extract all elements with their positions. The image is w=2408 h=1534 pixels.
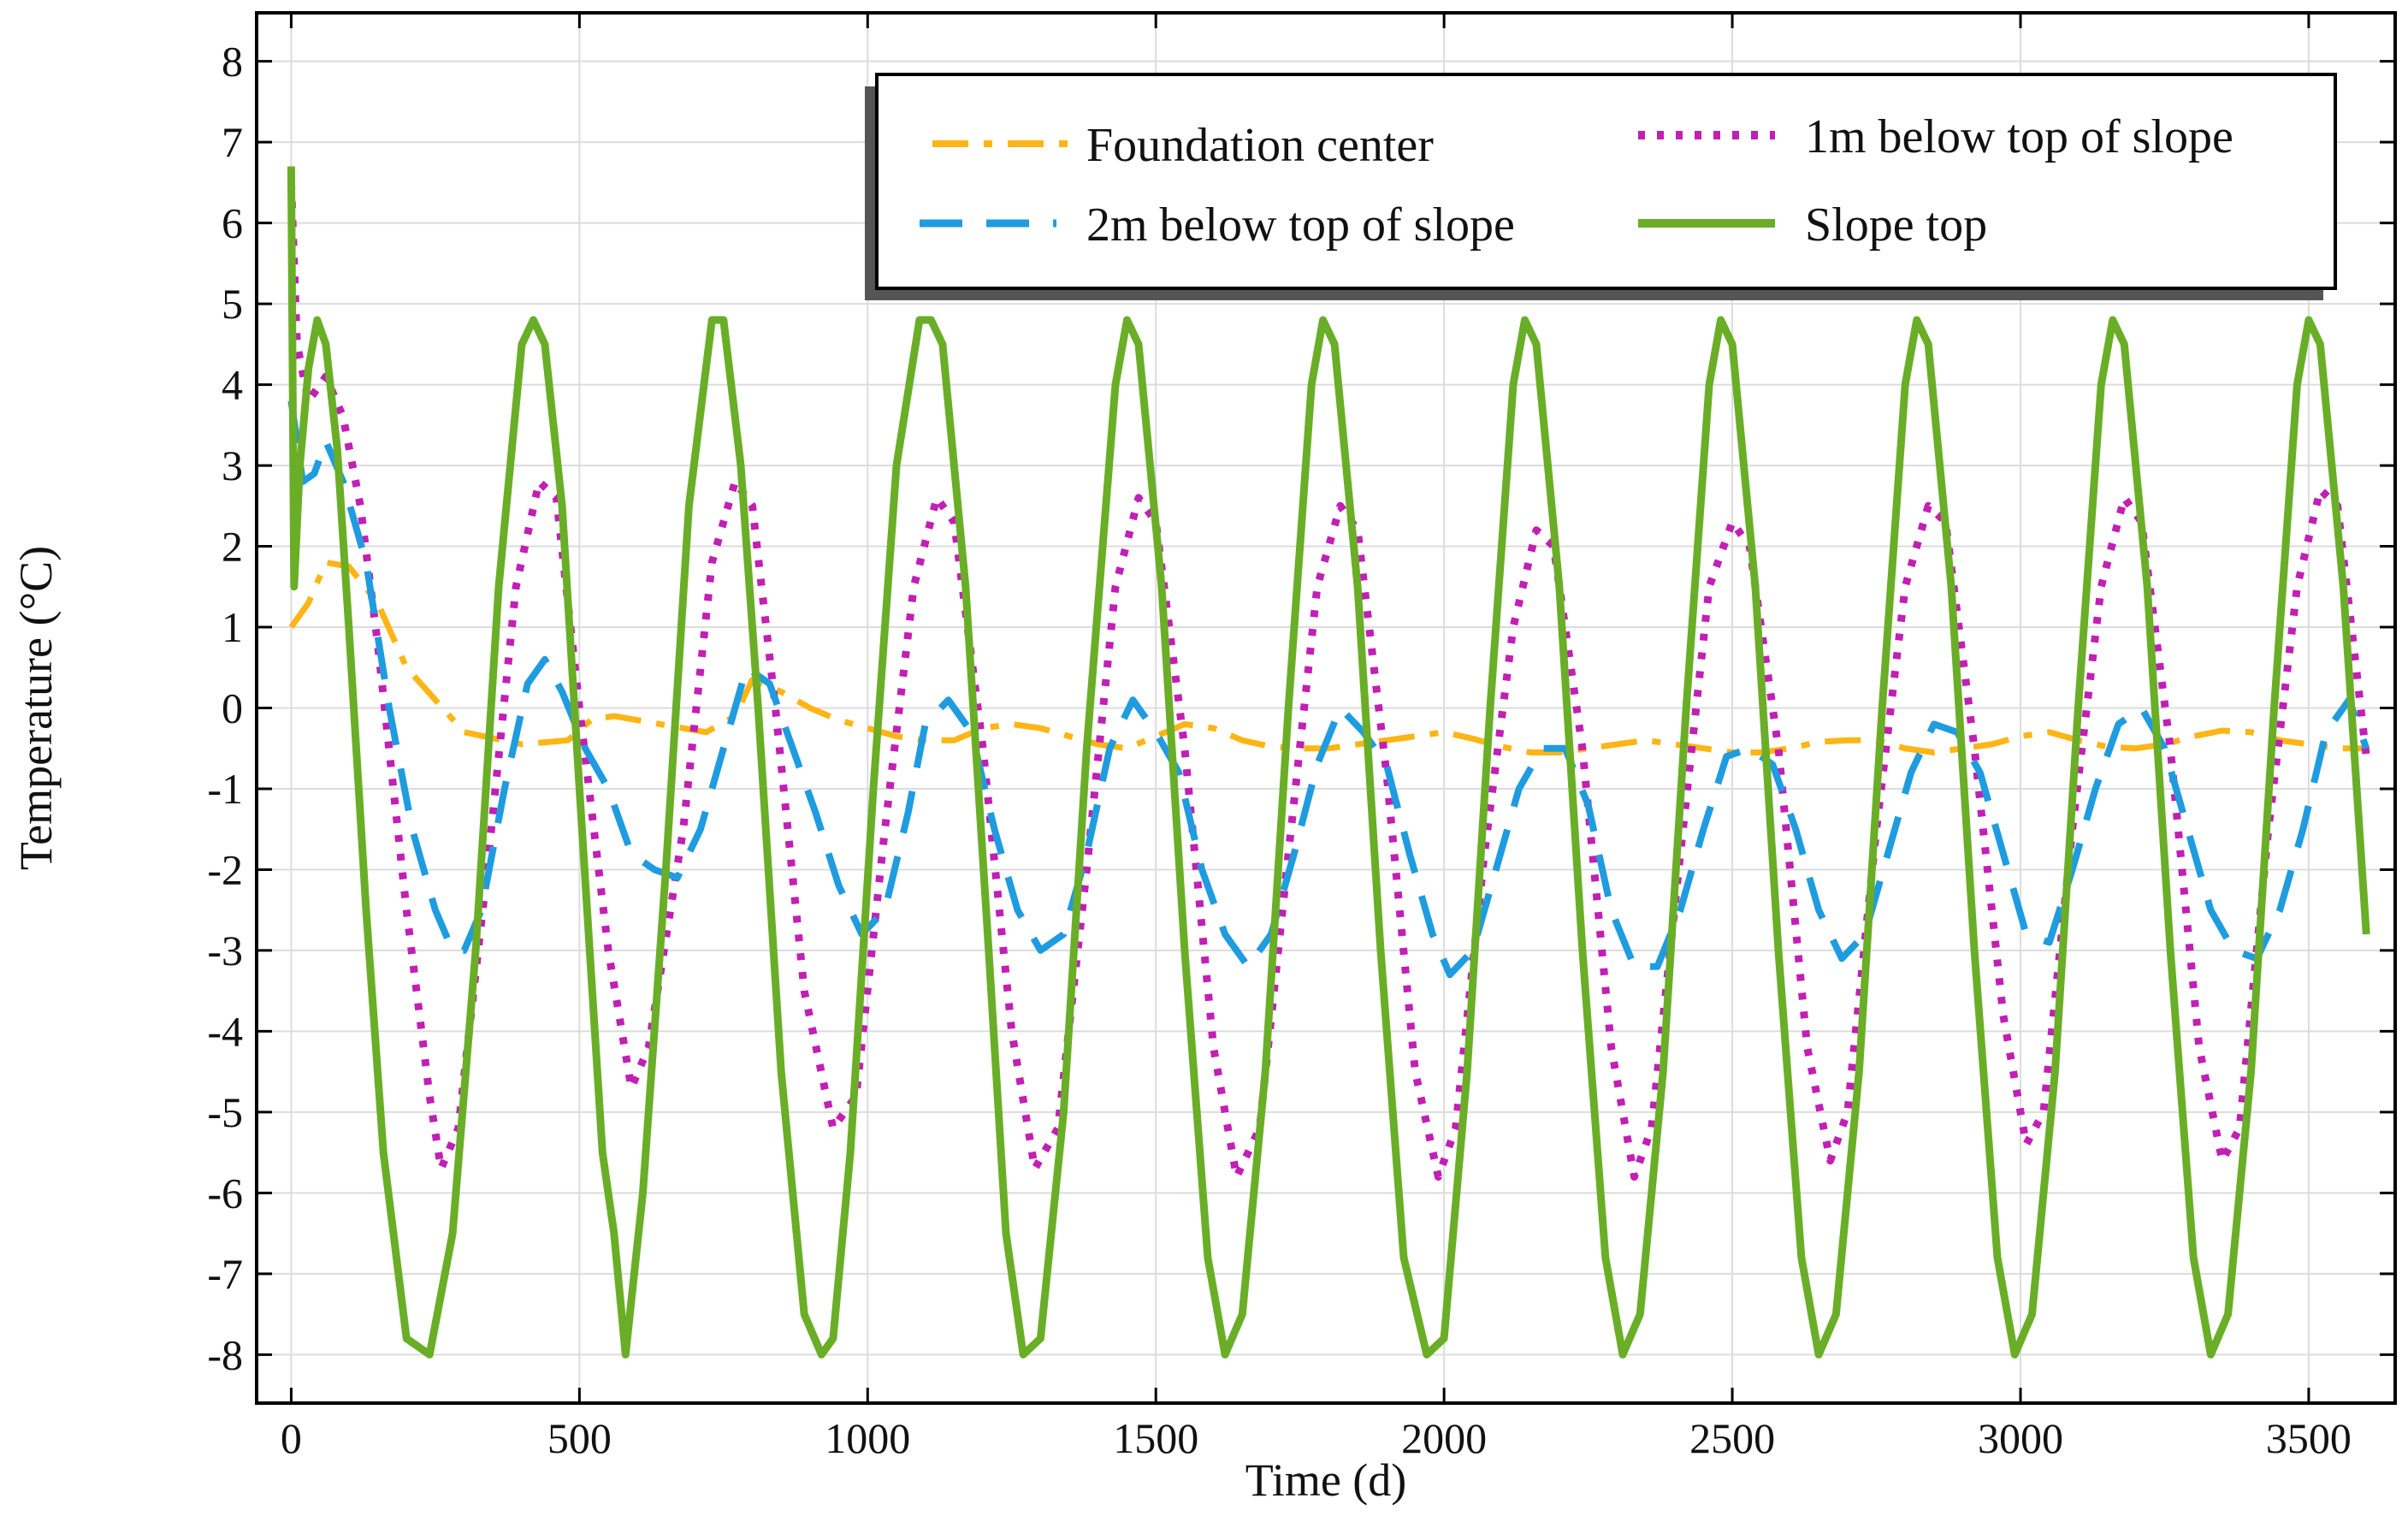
axis-ticks: 0 500 1000 1500 2000 2500 3000 3500 -8 -7 -6 -5 -4 -3… [207, 13, 2395, 1462]
legend: Foundation center 1m below top of slope 2m… [865, 73, 2337, 300]
x-tick-label: 3500 [2266, 1414, 2352, 1462]
x-axis-title: Time (d) [1245, 1454, 1407, 1506]
y-tick-label: -7 [207, 1250, 243, 1298]
x-tick-label: 500 [547, 1414, 612, 1462]
y-tick-label: -5 [207, 1088, 243, 1136]
series-layer [287, 166, 2370, 1359]
legend-label-2m-below-top-of-slope: 2m below top of slope [1086, 198, 1515, 252]
legend-box [875, 73, 2337, 290]
y-tick-label: -2 [207, 845, 243, 893]
y-tick-label: 2 [222, 523, 243, 571]
y-tick-label: -1 [207, 765, 243, 813]
legend-label-1m-below-top-of-slope: 1m below top of slope [1805, 110, 2233, 163]
x-tick-label: 1500 [1113, 1414, 1198, 1462]
y-axis-title: Temperature (°C) [10, 546, 62, 870]
y-tick-label: 7 [222, 118, 243, 166]
y-tick-label: 4 [222, 361, 243, 409]
x-tick-label: 0 [281, 1414, 302, 1462]
y-tick-label: 3 [222, 441, 243, 489]
x-tick-label: 2000 [1401, 1414, 1487, 1462]
y-tick-label: -4 [207, 1007, 243, 1055]
x-tick-label: 3000 [1978, 1414, 2063, 1462]
y-tick-label: 0 [222, 684, 243, 732]
y-tick-label: 5 [222, 280, 243, 328]
series-line-2m-below-top-of-slope [287, 400, 2370, 979]
x-tick-label: 1000 [825, 1414, 910, 1462]
legend-label-slope-top: Slope top [1805, 198, 1987, 252]
y-tick-label: 6 [222, 199, 243, 247]
x-tick-label: 2500 [1689, 1414, 1775, 1462]
legend-label-foundation-center: Foundation center [1086, 119, 1434, 172]
y-tick-label: -3 [207, 927, 243, 974]
y-tick-label: -6 [207, 1169, 243, 1217]
y-tick-label: 8 [222, 38, 243, 86]
legend-items: Foundation center 1m below top of slope 2m… [920, 110, 2233, 252]
y-tick-label: 1 [222, 603, 243, 651]
y-tick-label: -8 [207, 1330, 243, 1378]
series-line-foundation-center [288, 559, 2367, 755]
series-line-slope-top [287, 166, 2370, 1359]
